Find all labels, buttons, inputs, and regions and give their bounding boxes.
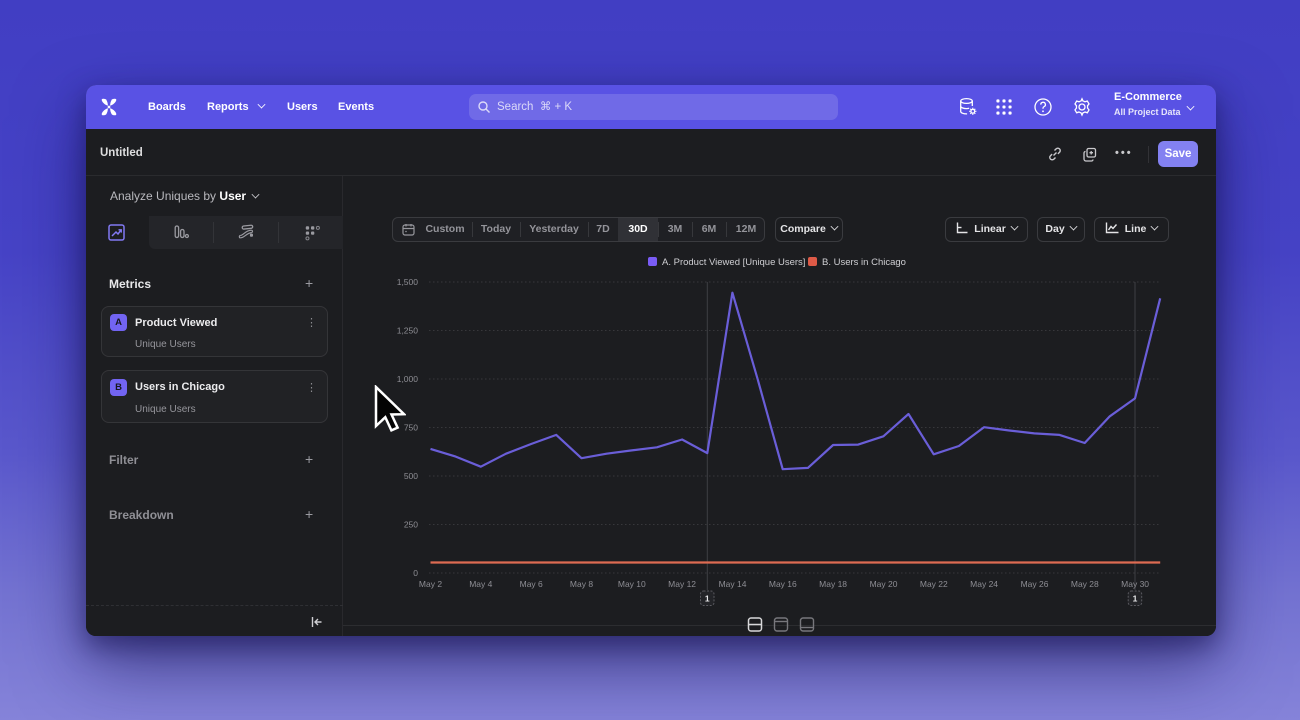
svg-text:May 22: May 22 (920, 579, 948, 589)
svg-text:1,250: 1,250 (397, 326, 419, 336)
svg-text:750: 750 (404, 423, 418, 433)
svg-text:May 18: May 18 (819, 579, 847, 589)
svg-text:May 24: May 24 (970, 579, 998, 589)
svg-text:1,500: 1,500 (397, 277, 419, 287)
svg-text:May 4: May 4 (469, 579, 492, 589)
svg-text:May 20: May 20 (870, 579, 898, 589)
svg-text:1: 1 (1133, 594, 1138, 604)
svg-text:May 6: May 6 (520, 579, 543, 589)
svg-text:May 12: May 12 (668, 579, 696, 589)
svg-text:1: 1 (705, 594, 710, 604)
svg-text:May 30: May 30 (1121, 579, 1149, 589)
svg-text:May 26: May 26 (1021, 579, 1049, 589)
svg-text:May 10: May 10 (618, 579, 646, 589)
svg-text:1,000: 1,000 (397, 374, 419, 384)
svg-text:May 16: May 16 (769, 579, 797, 589)
svg-text:May 2: May 2 (419, 579, 442, 589)
svg-text:500: 500 (404, 471, 418, 481)
svg-text:May 28: May 28 (1071, 579, 1099, 589)
svg-text:May 8: May 8 (570, 579, 593, 589)
svg-text:May 14: May 14 (719, 579, 747, 589)
svg-text:250: 250 (404, 520, 418, 530)
svg-text:0: 0 (413, 568, 418, 578)
